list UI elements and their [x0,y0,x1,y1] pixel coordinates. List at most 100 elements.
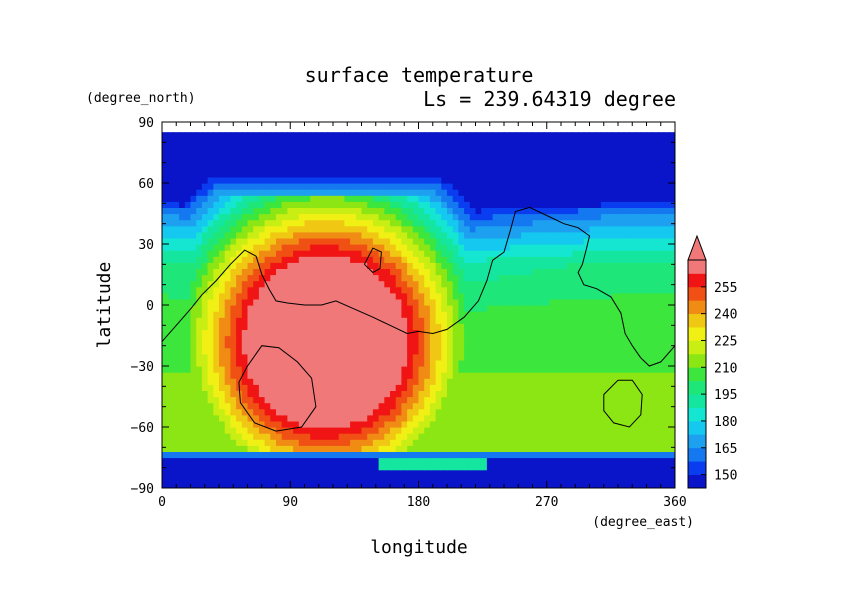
heatmap-cell [310,420,317,428]
heatmap-cell [162,274,169,282]
heatmap-cell [418,292,425,300]
heatmap-cell [652,152,659,160]
heatmap-cell [241,359,249,367]
heatmap-cell [509,256,516,263]
heatmap-cell [207,237,214,245]
heatmap-cell [532,475,539,483]
heatmap-cell [230,445,237,452]
heatmap-cell [606,402,613,410]
heatmap-cell [623,305,630,312]
heatmap-cell [190,268,197,276]
heatmap-cell [224,353,231,361]
heatmap-cell [504,225,511,233]
heatmap-cell [595,164,602,172]
heatmap-cell [595,158,602,166]
heatmap-cell [464,237,471,245]
heatmap-cell [663,256,670,263]
heatmap-cell [464,347,471,355]
heatmap-cell [173,439,180,446]
heatmap-cell [606,378,613,385]
heatmap-cell [315,323,323,330]
heatmap-cell [612,152,619,160]
heatmap-cell [612,402,619,410]
heatmap-cell [213,244,220,251]
heatmap-cell [566,396,573,404]
heatmap-cell [583,390,591,398]
heatmap-cell [635,201,642,208]
heatmap-cell [435,402,442,410]
heatmap-cell [663,414,670,422]
heatmap-cell [509,237,516,245]
heatmap-cell [372,445,380,452]
heatmap-cell [447,390,454,398]
heatmap-cell [327,372,334,379]
heatmap-cell [475,481,482,488]
heatmap-cell [618,237,625,245]
heatmap-cell [241,463,249,471]
heatmap-cell [264,366,271,373]
heatmap-cell [315,414,323,422]
heatmap-cell [629,323,636,330]
heatmap-cell [572,183,579,190]
heatmap-cell [589,274,596,282]
heatmap-cell [310,335,317,343]
heatmap-cell [606,384,613,391]
heatmap-cell [549,335,556,343]
heatmap-cell [657,457,665,465]
heatmap-cell [350,189,357,196]
heatmap-cell [635,439,642,446]
heatmap-cell [464,378,471,385]
heatmap-cell [230,335,237,343]
heatmap-cell [486,170,494,178]
heatmap-cell [583,427,591,434]
heatmap-cell [498,201,505,208]
heatmap-cell [213,481,220,488]
heatmap-cell [162,305,169,312]
heatmap-cell [276,414,283,422]
heatmap-cell [304,463,311,471]
heatmap-cell [618,475,625,483]
heatmap-cell [458,335,465,343]
heatmap-cell [270,286,277,294]
heatmap-cell [481,341,488,349]
heatmap-cell [372,457,380,465]
heatmap-cell [600,451,608,459]
heatmap-cell [543,408,551,416]
heatmap-cell [504,219,511,227]
heatmap-cell [447,189,454,196]
heatmap-cell [224,268,231,276]
heatmap-cell [281,390,288,398]
heatmap-cell [623,427,630,434]
heatmap-cell [572,378,579,385]
heatmap-cell [595,372,602,379]
heatmap-cell [281,146,288,154]
heatmap-cell [635,329,642,337]
heatmap-cell [190,262,197,269]
heatmap-cell [338,201,345,208]
heatmap-cell [458,475,465,483]
heatmap-cell [412,317,420,324]
heatmap-cell [378,433,385,440]
heatmap-cell [583,372,591,379]
heatmap-cell [304,341,311,349]
heatmap-cell [464,384,471,391]
heatmap-cell [412,390,420,398]
heatmap-cell [600,457,608,465]
heatmap-cell [515,305,522,312]
heatmap-cell [646,183,653,190]
heatmap-cell [606,445,613,452]
heatmap-cell [606,244,613,251]
heatmap-cell [367,274,374,282]
heatmap-cell [412,189,420,196]
heatmap-cell [196,335,203,343]
heatmap-cell [196,341,203,349]
heatmap-cell [629,164,636,172]
heatmap-cell [213,384,220,391]
heatmap-cell [167,469,174,477]
heatmap-cell [458,213,465,221]
heatmap-cell [196,201,203,208]
heatmap-cell [458,457,465,465]
heatmap-cell [469,433,477,440]
heatmap-cell [384,280,391,288]
heatmap-cell [167,158,174,166]
